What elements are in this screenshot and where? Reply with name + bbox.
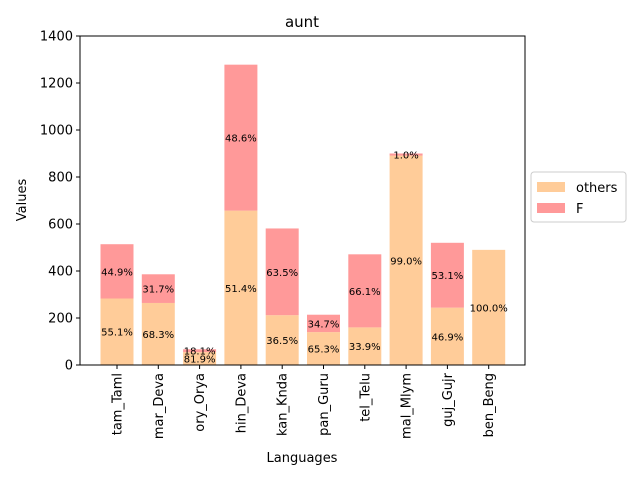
- bar-label: 65.3%: [308, 345, 340, 356]
- bar-label: 34.7%: [308, 319, 340, 330]
- bar-others-hin_Deva: [224, 210, 258, 365]
- bar-label: 99.0%: [390, 256, 422, 267]
- bar-label: 1.0%: [393, 151, 418, 162]
- y-tick-label: 600: [48, 218, 73, 233]
- bar-label: 63.5%: [266, 268, 298, 279]
- legend-label-others: others: [576, 181, 618, 196]
- x-tick-label: tam_Taml: [111, 373, 126, 435]
- bar-f-mal_Mlym: [389, 153, 423, 156]
- y-tick-label: 800: [48, 171, 73, 186]
- bar-label: 51.4%: [225, 284, 257, 295]
- bar-label: 46.9%: [432, 332, 464, 343]
- y-tick-label: 1200: [40, 77, 73, 92]
- x-tick-label: hin_Deva: [234, 373, 249, 433]
- bar-label: 36.5%: [266, 336, 298, 347]
- y-tick-label: 400: [48, 265, 73, 280]
- y-tick-label: 200: [48, 312, 73, 327]
- plot-area: 0 200 400 600 800 1000 1200 1400 55.1% 44.9% tam_T…: [40, 30, 508, 440]
- x-tick-label: kan_Knda: [276, 373, 291, 436]
- bar-others-tel_Telu: [348, 327, 382, 365]
- bar-label: 66.1%: [349, 287, 381, 298]
- y-tick-label: 1400: [40, 30, 73, 45]
- bar-others-ory_Orya: [183, 352, 217, 365]
- x-tick-label: pan_Guru: [317, 373, 332, 436]
- legend: others F: [530, 171, 627, 223]
- bar-label: 68.3%: [142, 330, 174, 341]
- plot-frame: [79, 35, 526, 366]
- bar-label: 48.6%: [225, 134, 257, 145]
- bar-label: 33.9%: [349, 342, 381, 353]
- bar-others-mar_Deva: [141, 302, 175, 365]
- bar-f-hin_Deva: [224, 64, 258, 211]
- bar-label: 18.1%: [184, 347, 216, 358]
- y-tick-label: 0: [65, 359, 73, 374]
- bar-f-kan_Knda: [265, 228, 299, 316]
- x-axis-label: Languages: [267, 451, 338, 466]
- legend-swatch-f: [537, 203, 565, 213]
- legend-swatch-others: [537, 182, 565, 192]
- bar-f-guj_Gujr: [430, 242, 464, 308]
- bar-label: 44.9%: [101, 267, 133, 278]
- bar-f-pan_Guru: [307, 314, 340, 333]
- bar-others-tam_Taml: [100, 298, 134, 365]
- bar-f-tel_Telu: [348, 254, 382, 328]
- legend-label-f: F: [576, 202, 583, 217]
- bar-label: 55.1%: [101, 328, 133, 339]
- bar-label: 100.0%: [470, 303, 508, 314]
- bar-others-mal_Mlym: [389, 155, 423, 365]
- bar-label: 81.9%: [184, 355, 216, 366]
- x-tick-label: guj_Gujr: [441, 372, 456, 427]
- bar-f-tam_Taml: [100, 244, 134, 299]
- bar-others-kan_Knda: [265, 315, 299, 365]
- x-tick-label: mar_Deva: [152, 373, 167, 439]
- bar-others-pan_Guru: [307, 332, 340, 365]
- bar-f-mar_Deva: [141, 274, 175, 303]
- chart-title: aunt: [285, 13, 319, 31]
- bar-others-ben_Beng: [472, 249, 506, 365]
- x-tick-label: tel_Telu: [358, 373, 373, 422]
- x-tick-label: ben_Beng: [482, 373, 497, 437]
- bar-others-guj_Gujr: [430, 307, 464, 365]
- x-tick-label: mal_Mlym: [400, 373, 415, 439]
- bar-f-ory_Orya: [183, 349, 217, 353]
- bar-label: 53.1%: [432, 271, 464, 282]
- bar-label: 31.7%: [142, 285, 174, 296]
- y-axis-label: Values: [15, 179, 30, 222]
- x-tick-label: ory_Orya: [193, 373, 208, 432]
- y-tick-label: 1000: [40, 124, 73, 139]
